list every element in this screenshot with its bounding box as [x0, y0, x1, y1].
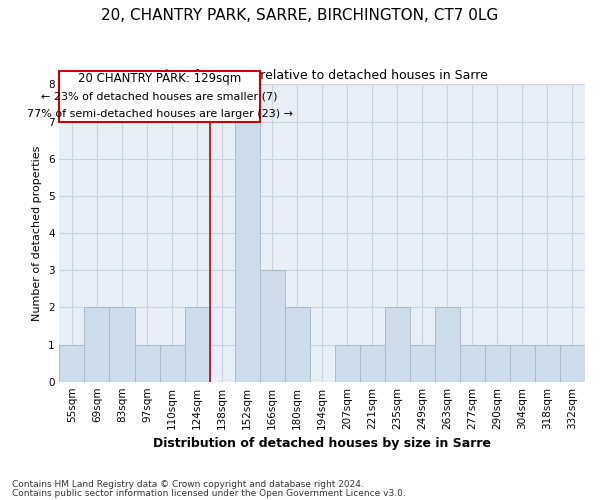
Text: Contains public sector information licensed under the Open Government Licence v3: Contains public sector information licen…: [12, 488, 406, 498]
Text: 77% of semi-detached houses are larger (23) →: 77% of semi-detached houses are larger (…: [26, 109, 293, 119]
Bar: [260, 270, 284, 382]
Bar: [435, 308, 460, 382]
Bar: [185, 308, 209, 382]
Bar: [134, 344, 160, 382]
Bar: [59, 344, 85, 382]
Bar: [360, 344, 385, 382]
Title: Size of property relative to detached houses in Sarre: Size of property relative to detached ho…: [157, 69, 488, 82]
Bar: [335, 344, 360, 382]
Text: Contains HM Land Registry data © Crown copyright and database right 2024.: Contains HM Land Registry data © Crown c…: [12, 480, 364, 489]
FancyBboxPatch shape: [59, 72, 260, 122]
Text: ← 23% of detached houses are smaller (7): ← 23% of detached houses are smaller (7): [41, 92, 278, 102]
Bar: [235, 122, 260, 382]
Bar: [284, 308, 310, 382]
Text: 20, CHANTRY PARK, SARRE, BIRCHINGTON, CT7 0LG: 20, CHANTRY PARK, SARRE, BIRCHINGTON, CT…: [101, 8, 499, 22]
Bar: [535, 344, 560, 382]
Bar: [460, 344, 485, 382]
Bar: [485, 344, 510, 382]
Bar: [85, 308, 109, 382]
Text: 20 CHANTRY PARK: 129sqm: 20 CHANTRY PARK: 129sqm: [78, 72, 241, 86]
Y-axis label: Number of detached properties: Number of detached properties: [32, 146, 43, 320]
Bar: [385, 308, 410, 382]
Bar: [560, 344, 585, 382]
Bar: [109, 308, 134, 382]
Bar: [410, 344, 435, 382]
X-axis label: Distribution of detached houses by size in Sarre: Distribution of detached houses by size …: [153, 437, 491, 450]
Bar: [510, 344, 535, 382]
Bar: [160, 344, 185, 382]
